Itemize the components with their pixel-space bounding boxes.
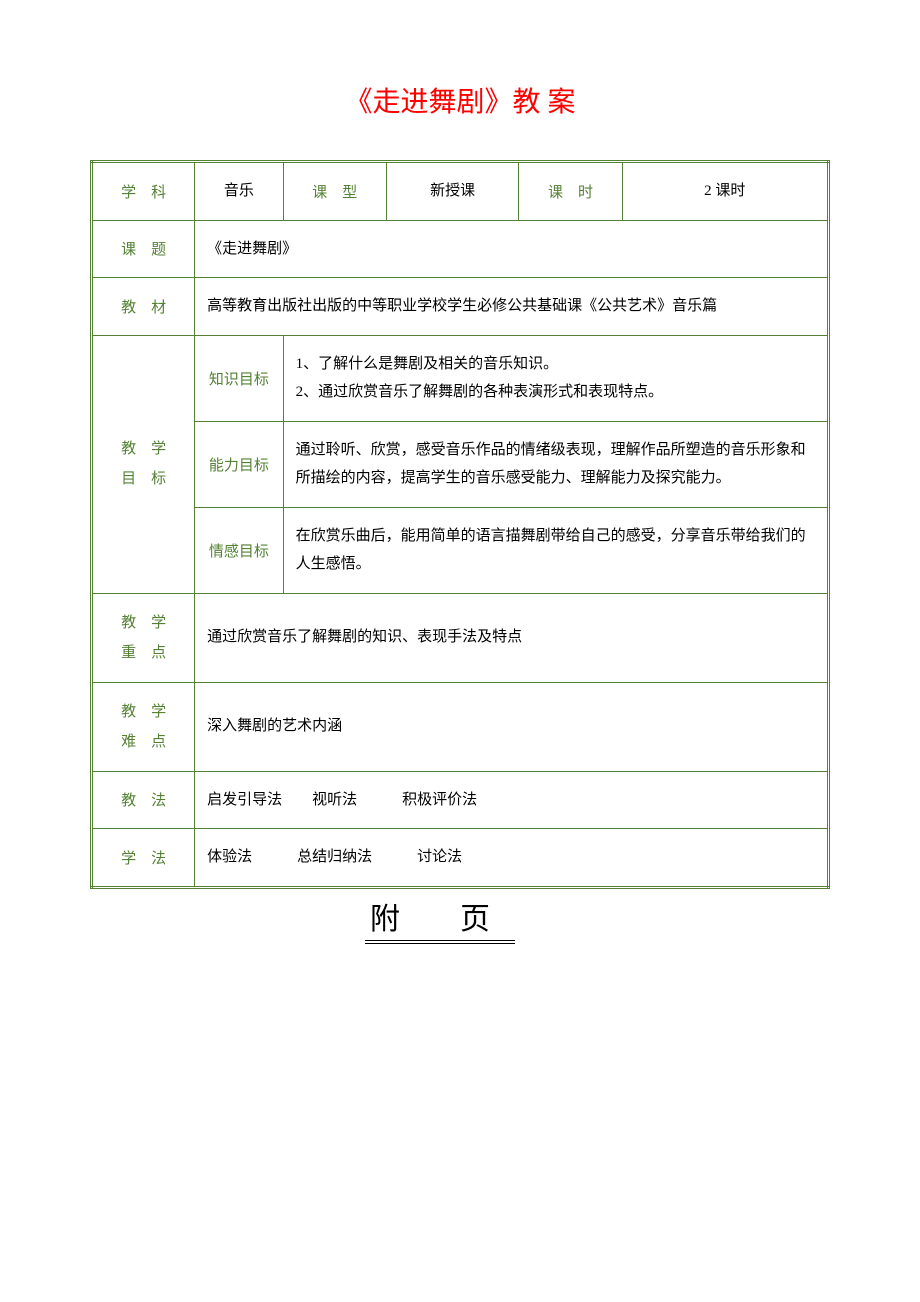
row-teaching-method: 教 法 启发引导法 视听法 积极评价法	[92, 771, 829, 829]
difficulty-label-line1: 教 学	[105, 697, 182, 727]
row-focus: 教 学 重 点 通过欣赏音乐了解舞剧的知识、表现手法及特点	[92, 593, 829, 682]
focus-content: 通过欣赏音乐了解舞剧的知识、表现手法及特点	[195, 593, 829, 682]
row-learning-method: 学 法 体验法 总结归纳法 讨论法	[92, 829, 829, 888]
teaching-method-label: 教 法	[92, 771, 195, 829]
topic-value: 《走进舞剧》	[195, 220, 829, 278]
emotion-label: 情感目标	[195, 507, 283, 593]
difficulty-label: 教 学 难 点	[92, 682, 195, 771]
learning-method-content: 体验法 总结归纳法 讨论法	[195, 829, 829, 888]
knowledge-content: 1、了解什么是舞剧及相关的音乐知识。 2、通过欣赏音乐了解舞剧的各种表演形式和表…	[283, 335, 828, 421]
textbook-label: 教 材	[92, 278, 195, 336]
hours-value: 2 课时	[622, 162, 828, 221]
knowledge-label: 知识目标	[195, 335, 283, 421]
learning-method-label: 学 法	[92, 829, 195, 888]
objectives-main-label: 教 学 目 标	[92, 335, 195, 593]
objectives-label-line2: 目 标	[105, 464, 182, 494]
row-emotion-objective: 情感目标 在欣赏乐曲后，能用简单的语言描舞剧带给自己的感受，分享音乐带给我们的人…	[92, 507, 829, 593]
objectives-label-line1: 教 学	[105, 434, 182, 464]
focus-label: 教 学 重 点	[92, 593, 195, 682]
footer-text: 附页	[90, 894, 830, 938]
footer-underline	[365, 940, 515, 944]
difficulty-label-line2: 难 点	[105, 727, 182, 757]
focus-label-line1: 教 学	[105, 608, 182, 638]
row-ability-objective: 能力目标 通过聆听、欣赏，感受音乐作品的情绪级表现，理解作品所塑造的音乐形象和所…	[92, 421, 829, 507]
page-title: 《走进舞剧》教 案	[90, 80, 830, 120]
emotion-content: 在欣赏乐曲后，能用简单的语言描舞剧带给自己的感受，分享音乐带给我们的人生感悟。	[283, 507, 828, 593]
ability-content: 通过聆听、欣赏，感受音乐作品的情绪级表现，理解作品所塑造的音乐形象和所描绘的内容…	[283, 421, 828, 507]
row-textbook: 教 材 高等教育出版社出版的中等职业学校学生必修公共基础课《公共艺术》音乐篇	[92, 278, 829, 336]
row-topic: 课 题 《走进舞剧》	[92, 220, 829, 278]
textbook-value: 高等教育出版社出版的中等职业学校学生必修公共基础课《公共艺术》音乐篇	[195, 278, 829, 336]
lesson-plan-table: 学 科 音乐 课 型 新授课 课 时 2 课时 课 题 《走进舞剧》 教 材 高…	[90, 160, 830, 889]
row-knowledge-objective: 教 学 目 标 知识目标 1、了解什么是舞剧及相关的音乐知识。 2、通过欣赏音乐…	[92, 335, 829, 421]
subject-value: 音乐	[195, 162, 283, 221]
teaching-method-content: 启发引导法 视听法 积极评价法	[195, 771, 829, 829]
row-difficulty: 教 学 难 点 深入舞剧的艺术内涵	[92, 682, 829, 771]
ability-label: 能力目标	[195, 421, 283, 507]
type-label: 课 型	[283, 162, 386, 221]
subject-label: 学 科	[92, 162, 195, 221]
focus-label-line2: 重 点	[105, 638, 182, 668]
type-value: 新授课	[386, 162, 519, 221]
difficulty-content: 深入舞剧的艺术内涵	[195, 682, 829, 771]
topic-label: 课 题	[92, 220, 195, 278]
hours-label: 课 时	[519, 162, 622, 221]
row-header: 学 科 音乐 课 型 新授课 课 时 2 课时	[92, 162, 829, 221]
